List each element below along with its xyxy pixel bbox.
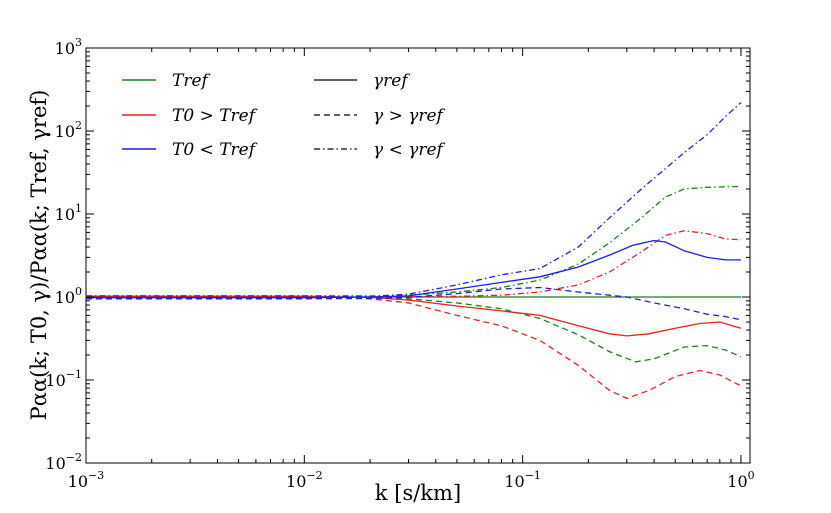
y-axis-ticks: 10−2 10−1 100 101 102 103 xyxy=(45,36,750,473)
y-tick-label-0: 10−2 xyxy=(45,451,82,473)
y-tick-label-3: 101 xyxy=(55,202,82,224)
legend-label-gamma-greater: γ > γref xyxy=(373,106,446,126)
series-line-4 xyxy=(86,296,742,400)
series-line-7 xyxy=(86,286,742,321)
x-tick-label-1: 10−2 xyxy=(286,469,323,491)
x-axis-title: k [s/km] xyxy=(375,481,461,505)
series-line-6 xyxy=(86,239,741,299)
legend-label-t0-less: T0 < Tref xyxy=(172,140,258,160)
legend-label-gamma-less: γ < γref xyxy=(373,140,446,160)
series-layer xyxy=(86,102,742,400)
y-tick-label-4: 102 xyxy=(55,119,82,141)
x-axis-ticks: 10−3 10−2 10−1 100 xyxy=(68,48,755,491)
legend-label-tref: Tref xyxy=(172,71,211,91)
y-tick-label-2: 100 xyxy=(55,285,82,307)
series-line-8 xyxy=(86,102,742,298)
y-axis-title: Pαα(k; T0, γ)/Pαα(k; Tref, γref) xyxy=(27,90,51,421)
y-tick-label-5: 103 xyxy=(55,36,82,58)
y-tick-label-1: 10−1 xyxy=(45,368,82,390)
x-tick-label-0: 10−3 xyxy=(68,469,105,491)
legend-label-t0-greater: T0 > Tref xyxy=(172,106,258,126)
legend: Tref T0 > Tref T0 < Tref γref γ > γref γ… xyxy=(122,71,446,160)
legend-label-gamma-ref: γref xyxy=(373,71,410,91)
x-tick-label-2: 10−1 xyxy=(504,469,541,491)
plot-frame xyxy=(85,47,751,464)
x-tick-label-3: 100 xyxy=(727,469,754,491)
series-line-3 xyxy=(86,295,742,337)
